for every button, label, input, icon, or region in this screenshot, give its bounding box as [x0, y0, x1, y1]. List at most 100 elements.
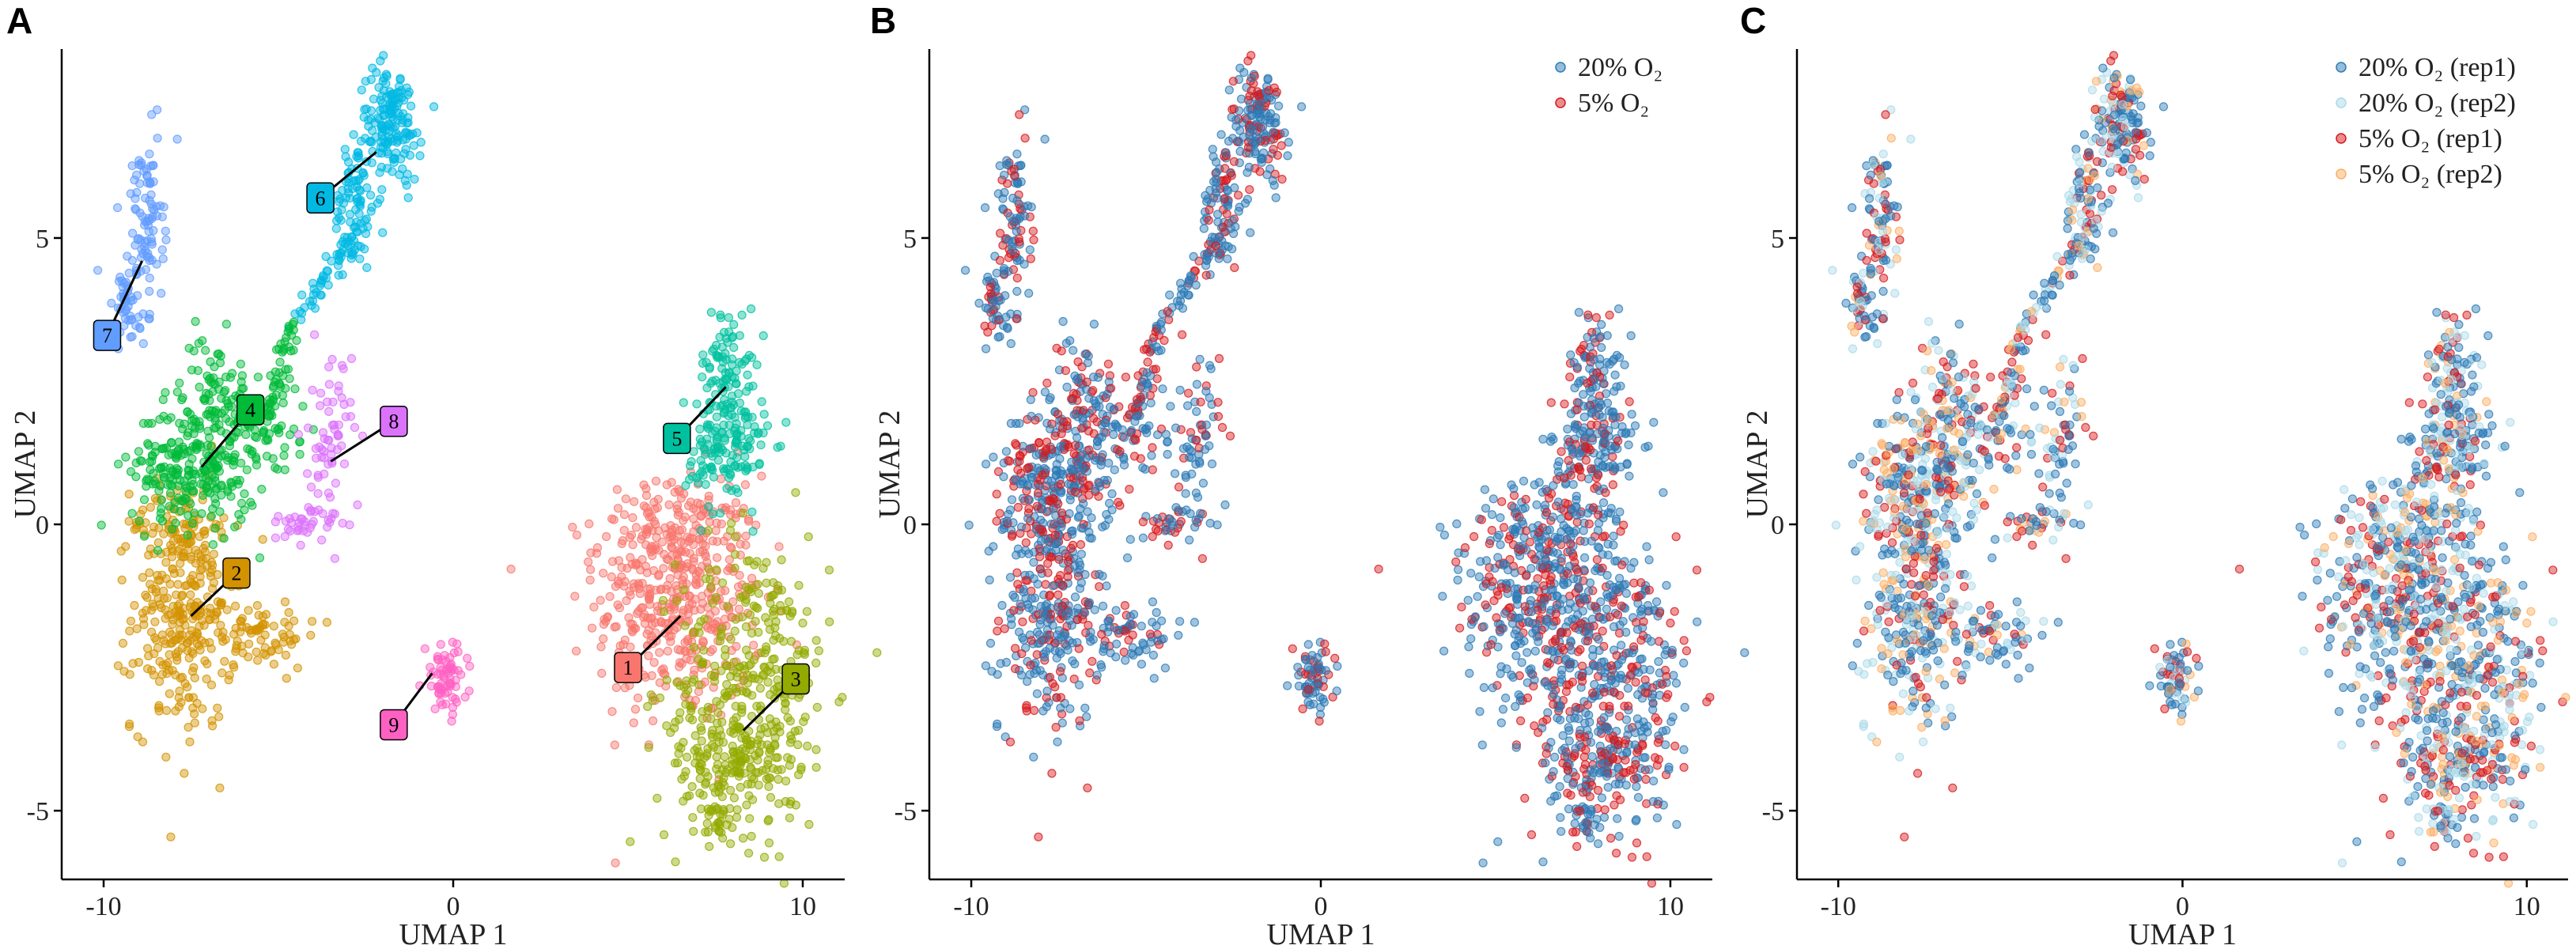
data-point: [1571, 526, 1581, 535]
data-point: [1032, 501, 1042, 511]
data-point: [1549, 434, 1558, 444]
data-point: [1102, 581, 1111, 591]
data-point: [717, 578, 728, 588]
data-point: [1566, 790, 1575, 800]
data-point: [1564, 736, 1574, 746]
data-point: [1113, 626, 1122, 635]
data-point: [689, 826, 698, 836]
data-point: [173, 546, 183, 556]
data-point: [157, 570, 167, 580]
data-point: [717, 364, 727, 373]
data-point: [1460, 543, 1470, 553]
data-point: [1374, 564, 1383, 574]
data-point: [708, 725, 717, 735]
data-point: [1623, 683, 1632, 693]
data-point: [146, 502, 155, 512]
data-point: [1693, 617, 1702, 626]
data-point: [704, 502, 713, 512]
data-point: [1507, 618, 1518, 629]
data-point: [603, 612, 613, 622]
data-point: [242, 465, 252, 475]
data-point: [718, 738, 728, 747]
data-point: [1610, 464, 1620, 475]
data-point: [1629, 774, 1639, 784]
data-point: [138, 573, 148, 582]
data-point: [745, 610, 755, 619]
data-point: [1599, 812, 1610, 822]
data-point: [803, 741, 812, 751]
data-point: [736, 782, 745, 792]
data-point: [1679, 762, 1689, 772]
data-point: [323, 280, 333, 290]
data-point: [1669, 671, 1678, 680]
data-point: [787, 608, 797, 618]
data-point: [378, 228, 388, 237]
data-point: [713, 636, 723, 646]
data-point: [1535, 543, 1545, 553]
data-point: [144, 440, 153, 450]
data-point: [612, 485, 622, 494]
data-point: [1576, 472, 1587, 482]
data-point: [757, 397, 766, 406]
data-point: [1080, 350, 1090, 359]
data-point: [168, 524, 177, 534]
data-point: [1541, 758, 1550, 768]
data-point: [316, 276, 326, 285]
data-point: [1574, 463, 1583, 472]
data-point: [1565, 714, 1575, 724]
data-point: [999, 472, 1008, 482]
data-point: [453, 647, 463, 656]
data-point: [1075, 716, 1084, 725]
data-point: [1553, 497, 1563, 507]
data-point: [1097, 663, 1106, 672]
data-point: [320, 469, 329, 479]
data-point: [304, 423, 313, 433]
data-point: [1058, 546, 1068, 555]
data-point: [1436, 522, 1445, 532]
data-point: [1546, 585, 1556, 595]
data-point: [1074, 511, 1084, 521]
data-point: [420, 644, 429, 653]
data-point: [1618, 617, 1628, 626]
data-point: [1053, 737, 1062, 747]
data-point: [1088, 372, 1099, 382]
data-point: [1271, 193, 1280, 202]
data-point: [132, 170, 142, 180]
data-point: [1084, 445, 1094, 455]
data-point: [366, 206, 376, 216]
data-point: [1500, 609, 1510, 618]
data-point: [143, 664, 153, 674]
data-point: [1624, 440, 1633, 450]
data-point: [1070, 487, 1080, 497]
data-point: [655, 648, 664, 657]
data-point: [219, 534, 229, 543]
data-point: [649, 658, 659, 667]
data-point: [1233, 191, 1243, 200]
data-point: [756, 440, 766, 450]
x-tick-label: 10: [789, 892, 816, 921]
data-point: [1587, 409, 1596, 418]
data-point: [206, 568, 215, 577]
data-point: [179, 519, 188, 529]
data-point: [708, 509, 717, 519]
data-point: [282, 333, 291, 342]
data-point: [1056, 570, 1065, 580]
data-point: [214, 377, 224, 387]
data-point: [166, 488, 176, 498]
data-point: [199, 543, 208, 554]
data-point: [430, 704, 440, 714]
data-point: [1156, 635, 1167, 645]
data-point: [388, 167, 397, 176]
data-point: [1539, 580, 1549, 591]
data-point: [1541, 749, 1551, 758]
data-point: [362, 263, 372, 272]
data-point: [681, 699, 690, 709]
data-point: [1617, 428, 1627, 438]
data-point: [1103, 616, 1113, 626]
data-point: [127, 509, 137, 518]
data-point: [167, 437, 176, 448]
data-point: [649, 516, 659, 526]
data-point: [1631, 728, 1640, 738]
data-point: [1496, 512, 1505, 523]
data-point: [391, 122, 400, 131]
